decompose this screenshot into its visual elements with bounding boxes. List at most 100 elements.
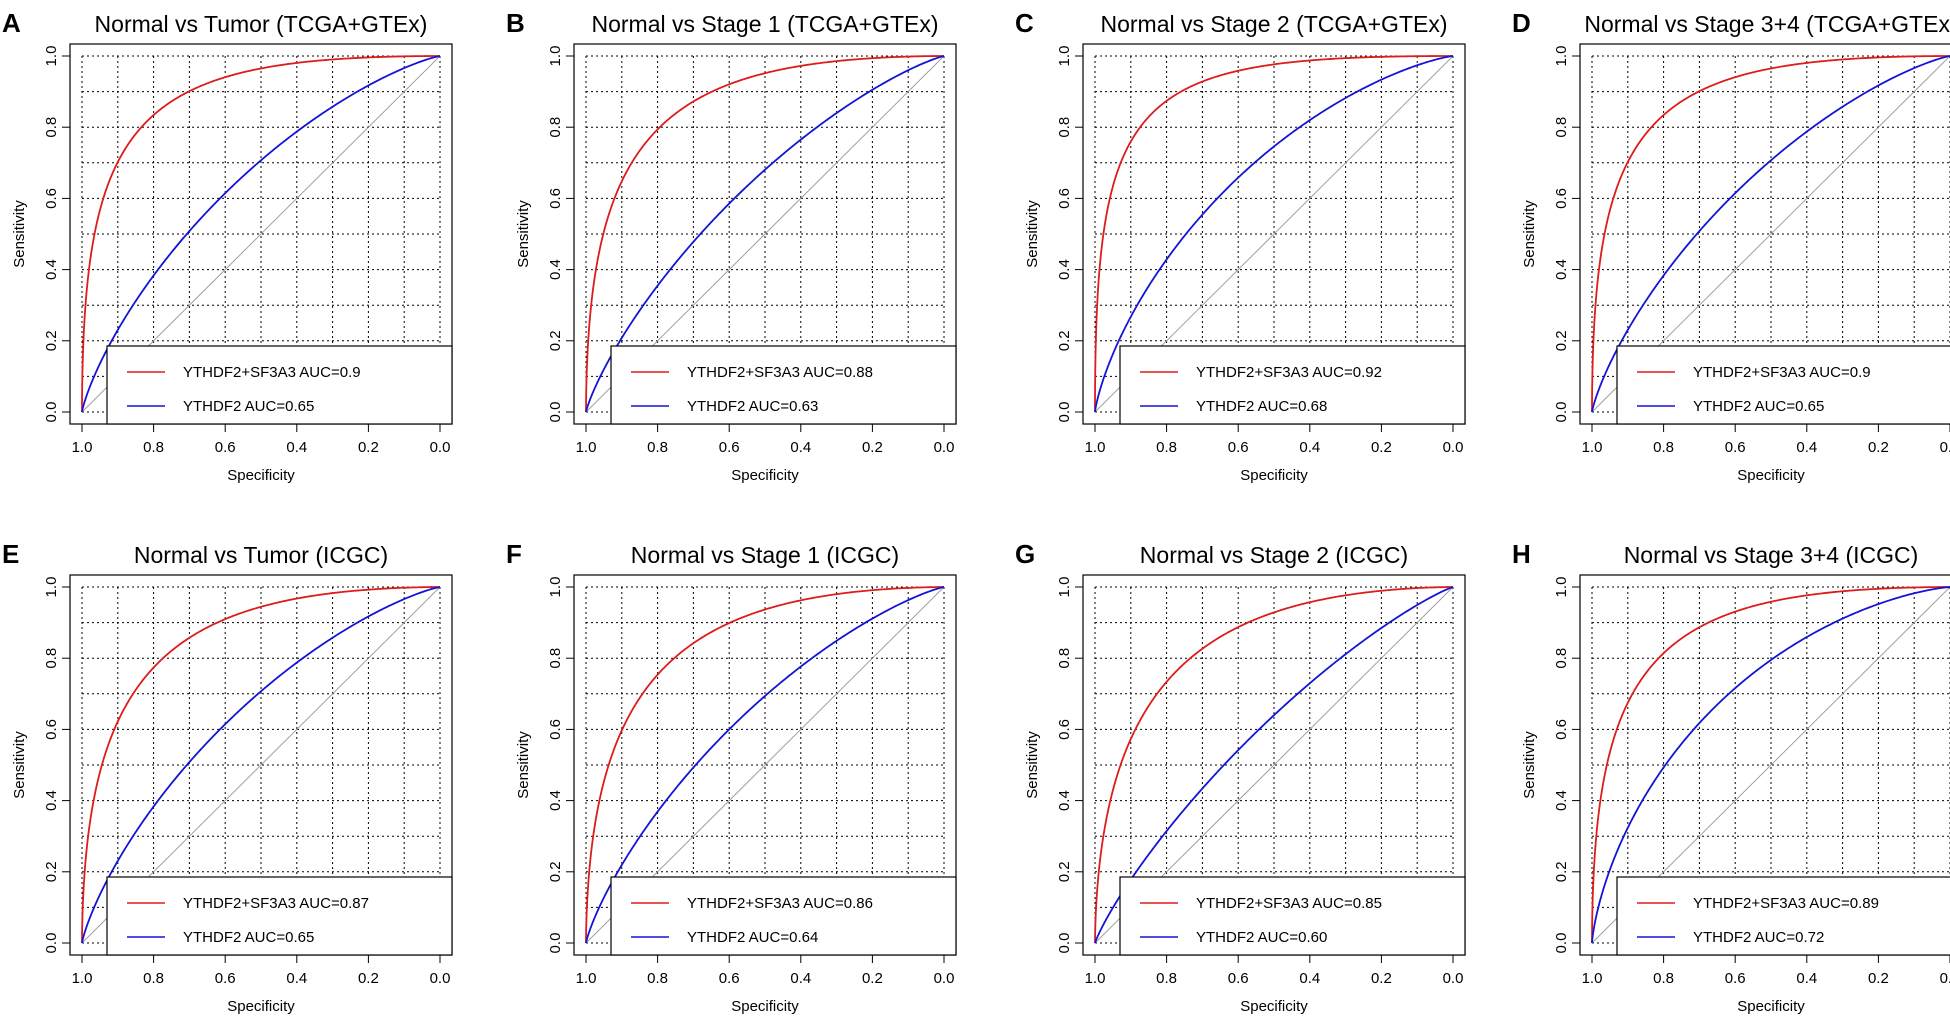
x-tick-label: 0.2 [1868,970,1889,987]
x-tick-label: 0.2 [862,970,883,987]
chart-title: Normal vs Stage 2 (TCGA+GTEx) [1101,11,1448,37]
x-tick-label: 1.0 [72,970,93,987]
roc-curve-ythdf2 [81,586,441,944]
y-tick-label: 0.4 [1553,259,1570,280]
y-tick-label: 0.4 [547,790,564,811]
y-axis-title: Sensitivity [515,200,532,268]
y-tick-label: 0.0 [1056,402,1073,423]
legend-box [610,876,957,956]
y-tick-label: 0.2 [1056,861,1073,882]
y-tick-label: 1.0 [547,577,564,598]
x-tick-label: 0.2 [1371,970,1392,987]
x-tick-label: 1.0 [1582,439,1603,456]
y-tick-label: 0.4 [1553,790,1570,811]
y-tick-label: 1.0 [1553,577,1570,598]
y-tick-label: 0.6 [43,719,60,740]
roc-curve-ythdf2-sf3a3 [81,586,441,943]
x-tick-label: 0.4 [1796,439,1817,456]
y-tick-label: 0.4 [547,259,564,280]
y-tick-label: 0.8 [1553,648,1570,669]
legend-label: YTHDF2 AUC=0.65 [183,929,314,946]
x-tick-label: 0.0 [934,970,955,987]
panel-label: F [506,539,522,569]
legend-label: YTHDF2+SF3A3 AUC=0.85 [1196,895,1382,912]
y-tick-label: 1.0 [1056,577,1073,598]
chart-title: Normal vs Stage 1 (TCGA+GTEx) [592,11,939,37]
x-tick-label: 1.0 [576,970,597,987]
legend-box [1616,876,1950,956]
roc-panel-h: H Normal vs Stage 3+4 (ICGC) 0.0 0.2 0.4 0.6 0… [1512,539,1950,1015]
roc-curve-ythdf2-sf3a3 [1591,55,1950,412]
x-tick-label: 0.8 [1156,970,1177,987]
x-tick-label: 0.8 [1653,439,1674,456]
y-tick-label: 0.0 [547,933,564,954]
x-tick-label: 0.4 [1299,439,1320,456]
roc-panel-f: F Normal vs Stage 1 (ICGC) 0.0 0.2 0.4 0.6 0.8… [506,539,957,1015]
x-axis-title: Specificity [227,467,295,484]
y-tick-label: 0.2 [43,861,60,882]
legend-box [1119,876,1466,956]
y-tick-label: 0.8 [1056,648,1073,669]
x-tick-label: 0.8 [1653,970,1674,987]
panel-label: B [506,8,525,38]
y-axis-title: Sensitivity [515,731,532,799]
roc-curve-ythdf2 [81,55,441,413]
legend-label: YTHDF2+SF3A3 AUC=0.89 [1693,895,1879,912]
panel-label: E [2,539,19,569]
roc-curve-ythdf2-sf3a3 [585,586,945,943]
y-tick-label: 0.4 [1056,790,1073,811]
panel-label: C [1015,8,1034,38]
y-tick-label: 1.0 [43,577,60,598]
y-axis-title: Sensitivity [1024,731,1041,799]
x-tick-label: 0.6 [719,970,740,987]
y-tick-label: 0.0 [1553,402,1570,423]
x-axis-title: Specificity [1240,998,1308,1015]
y-tick-label: 0.8 [547,648,564,669]
chart-title: Normal vs Stage 1 (ICGC) [631,542,899,568]
y-tick-label: 0.4 [43,790,60,811]
legend-box [610,345,957,425]
roc-panel-d: D Normal vs Stage 3+4 (TCGA+GTEx) 0.0 0.2 0.… [1512,8,1950,484]
roc-curve-ythdf2-sf3a3 [1591,586,1950,943]
y-tick-label: 0.8 [1056,117,1073,138]
y-tick-label: 1.0 [1056,46,1073,67]
y-axis-title: Sensitivity [1024,200,1041,268]
x-axis-title: Specificity [1737,467,1805,484]
x-tick-label: 0.0 [430,439,451,456]
y-tick-label: 0.0 [1056,933,1073,954]
x-tick-label: 0.8 [143,439,164,456]
x-tick-label: 0.0 [1940,439,1950,456]
x-tick-label: 0.6 [1725,439,1746,456]
legend-label: YTHDF2 AUC=0.65 [1693,398,1824,415]
x-tick-label: 0.4 [1796,970,1817,987]
x-tick-label: 0.6 [215,970,236,987]
x-tick-label: 0.8 [1156,439,1177,456]
roc-curve-ythdf2-sf3a3 [1094,55,1453,412]
x-tick-label: 0.0 [1940,970,1950,987]
x-tick-label: 0.6 [1228,970,1249,987]
x-tick-label: 0.6 [1725,970,1746,987]
legend-box [1616,345,1950,425]
y-tick-label: 0.0 [547,402,564,423]
x-tick-label: 0.6 [215,439,236,456]
legend-box [106,876,453,956]
panel-label: A [2,8,21,38]
y-tick-label: 0.8 [547,117,564,138]
y-tick-label: 0.0 [43,402,60,423]
x-tick-label: 0.4 [286,439,307,456]
roc-curve-ythdf2-sf3a3 [585,55,945,412]
y-tick-label: 0.6 [1056,719,1073,740]
legend-label: YTHDF2+SF3A3 AUC=0.86 [687,895,873,912]
roc-panel-b: B Normal vs Stage 1 (TCGA+GTEx) 0.0 0.2 0.4 0… [506,8,957,484]
roc-panel-e: E Normal vs Tumor (ICGC) 0.0 0.2 0.4 0.6 0.8 1.… [2,539,453,1015]
roc-curve-ythdf2 [1094,55,1454,413]
x-tick-label: 1.0 [1085,439,1106,456]
y-tick-label: 1.0 [547,46,564,67]
y-tick-label: 0.6 [547,188,564,209]
y-tick-label: 0.6 [43,188,60,209]
y-tick-label: 0.2 [1553,861,1570,882]
y-tick-label: 0.0 [1553,933,1570,954]
roc-curve-ythdf2 [1094,586,1454,944]
legend-label: YTHDF2 AUC=0.64 [687,929,818,946]
y-axis-title: Sensitivity [1521,731,1538,799]
